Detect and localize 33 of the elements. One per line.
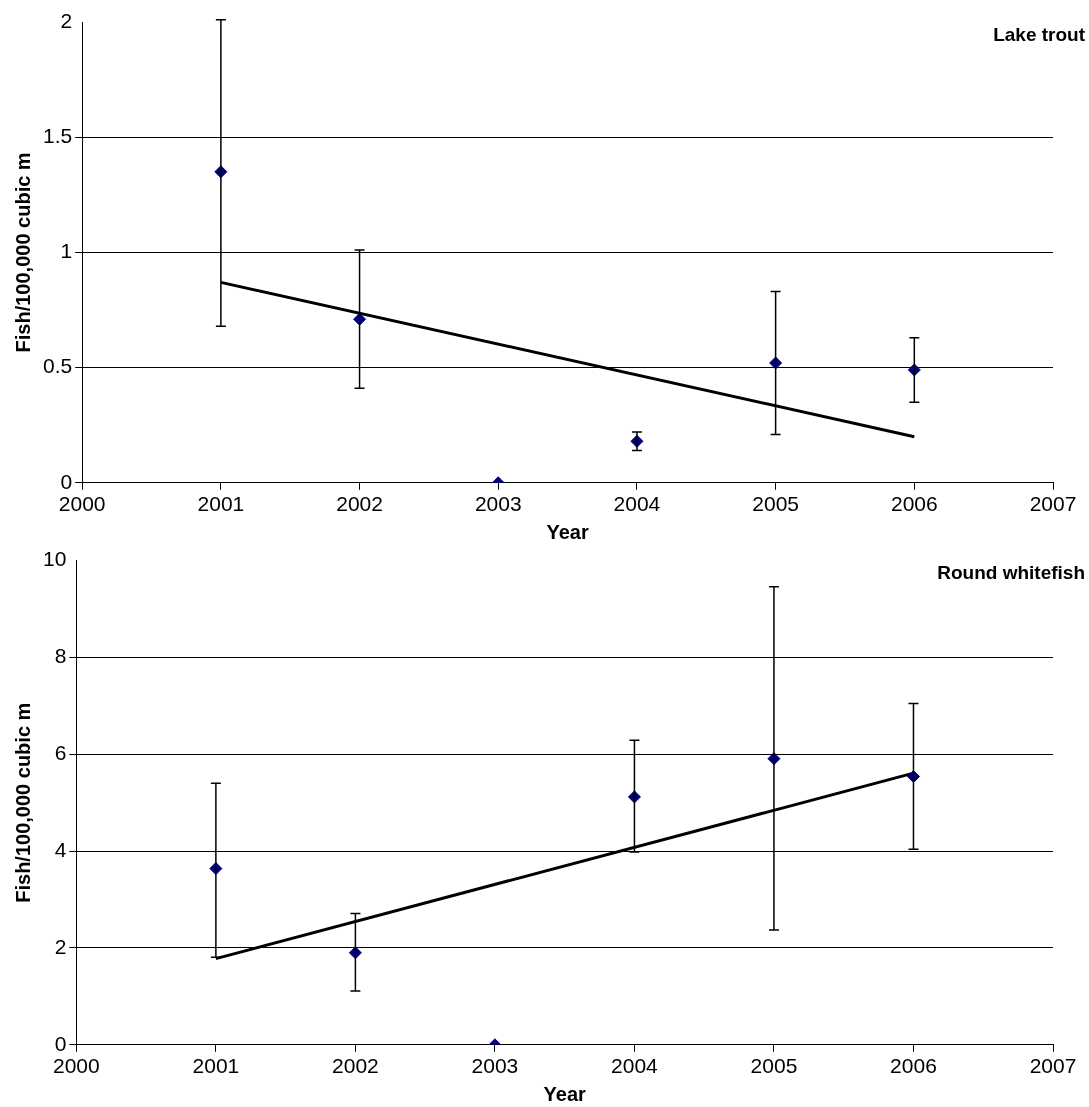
y-tick-label: 0 (54, 1031, 67, 1055)
y-tick-label: 8 (54, 644, 67, 668)
x-tick-label: 2001 (197, 492, 245, 516)
x-tick-label: 2001 (192, 1054, 240, 1078)
x-tick-label: 2004 (611, 1054, 659, 1078)
x-tick-label: 2002 (336, 492, 383, 516)
x-tick-label: 2005 (752, 492, 799, 516)
x-tick-label: 2007 (1029, 1054, 1077, 1078)
x-tick-label: 2005 (750, 1054, 798, 1078)
x-tick-label: 2000 (53, 1054, 100, 1078)
x-tick-label: 2006 (890, 492, 938, 516)
x-tick-label: 2003 (474, 492, 522, 516)
y-tick-label: 4 (54, 837, 67, 861)
x-axis-title: Year (546, 520, 589, 543)
y-tick-label: 0.5 (42, 354, 73, 378)
x-tick-label: 2006 (890, 1054, 937, 1078)
y-tick-label: 1.5 (42, 124, 73, 147)
y-axis-title: Fish/100,000 cubic m (11, 702, 34, 903)
x-tick-label: 2007 (1029, 492, 1077, 516)
y-tick-label: 1 (60, 239, 73, 263)
chart-title: Round whitefish (937, 562, 1085, 584)
y-tick-label: 2 (60, 8, 73, 32)
y-tick-label: 0 (60, 469, 73, 493)
y-tick-label: 10 (43, 547, 67, 571)
x-tick-label: 2004 (613, 492, 661, 516)
x-tick-label: 2000 (58, 492, 106, 516)
x-tick-label: 2002 (332, 1054, 379, 1078)
y-axis-title: Fish/100,000 cubic m (11, 152, 34, 353)
y-tick-label: 6 (54, 741, 67, 765)
x-tick-label: 2003 (471, 1054, 519, 1078)
x-axis-title: Year (543, 1082, 587, 1105)
y-tick-label: 2 (54, 934, 67, 958)
chart-title: Lake trout (993, 23, 1086, 45)
